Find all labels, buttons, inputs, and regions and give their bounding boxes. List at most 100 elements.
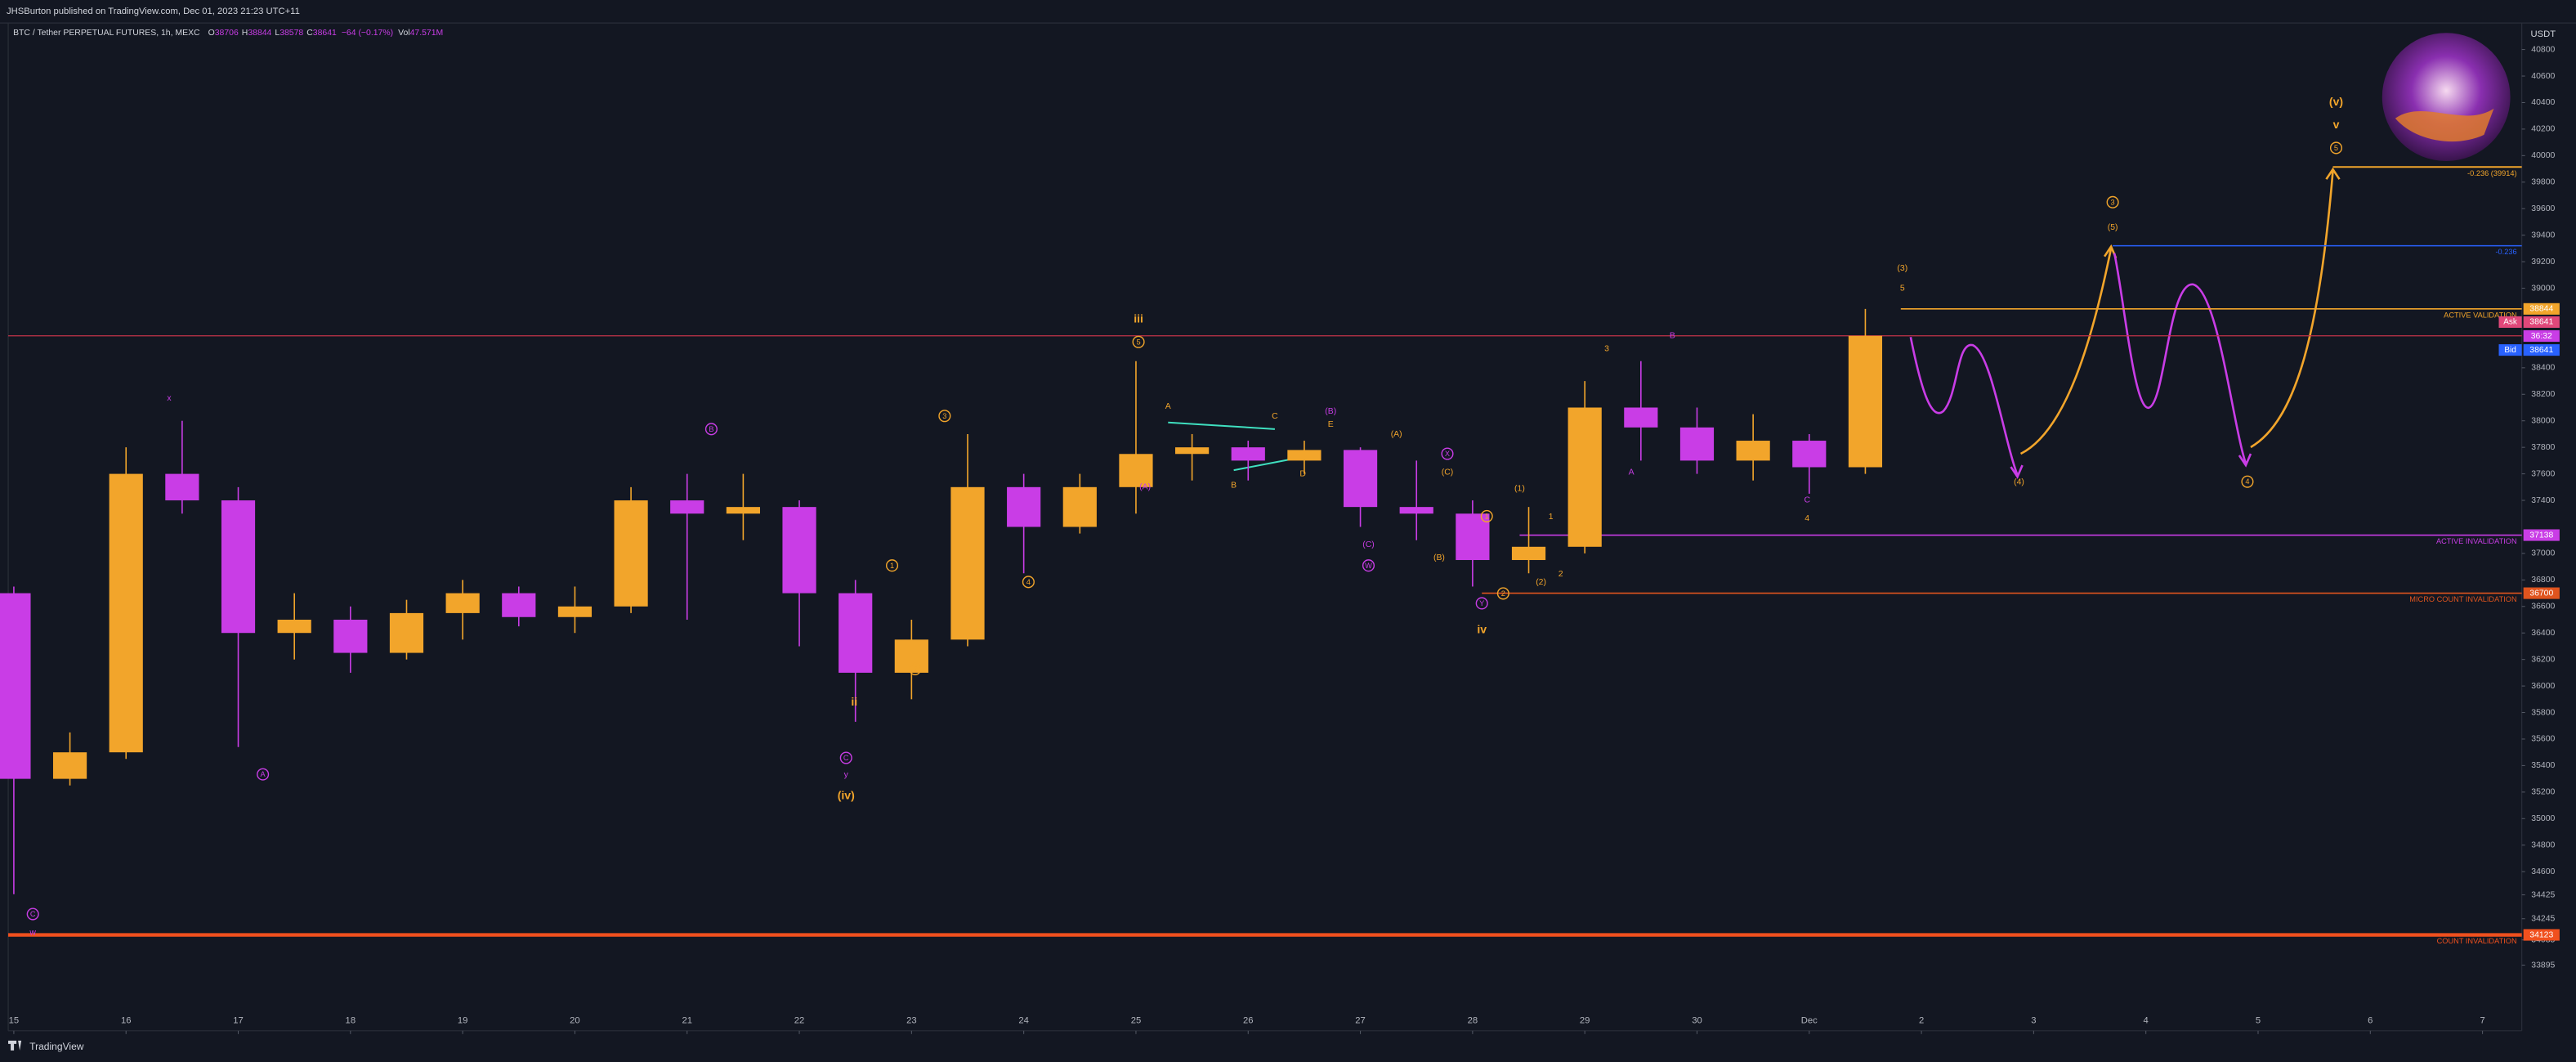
projection-path <box>1909 336 2019 476</box>
price-tag-label: 34123 <box>2529 930 2553 939</box>
wave-label: (C) <box>1362 540 1374 549</box>
y-tick-label: 38400 <box>2531 364 2555 373</box>
wave-label: 1 <box>1485 512 1489 520</box>
y-tick-label: 34245 <box>2531 915 2555 924</box>
y-tick-label: 35400 <box>2531 761 2555 770</box>
y-tick-label: 36400 <box>2531 629 2555 638</box>
candle-body <box>1568 407 1602 547</box>
arrowhead <box>2010 464 2024 479</box>
publisher: JHSBurton published on TradingView.com, … <box>7 7 300 16</box>
volume: 47.571M <box>410 29 444 38</box>
candle-body <box>165 473 199 501</box>
x-tick-label: 27 <box>1355 1016 1366 1026</box>
candle-body <box>1343 450 1378 508</box>
wave-circle <box>938 410 951 423</box>
candle-body <box>894 639 928 673</box>
candle-body <box>389 612 424 653</box>
level-label: ACTIVE VALIDATION <box>2444 311 2516 319</box>
wave-label: C <box>1272 412 1278 421</box>
wave-label: 4 <box>1026 578 1031 586</box>
wave-label: iii <box>1134 311 1143 325</box>
y-tick-label: 36200 <box>2531 655 2555 664</box>
candle-body <box>557 606 593 617</box>
candle-body <box>1287 450 1322 461</box>
wave-label: A <box>1629 468 1635 477</box>
level-label: COUNT INVALIDATION <box>2437 937 2517 945</box>
wave-label: (B) <box>1433 553 1445 562</box>
avatar <box>2381 33 2511 162</box>
x-tick-label: Dec <box>1801 1016 1818 1026</box>
change: −64 (−0.17%) <box>342 29 393 38</box>
ohlc-value: 38578 <box>280 29 303 38</box>
wave-circle <box>704 423 718 436</box>
candle-body <box>277 620 311 634</box>
wave-label: B <box>1670 332 1675 341</box>
price-tag <box>2523 587 2560 599</box>
candle-body <box>445 593 480 613</box>
candle-body <box>1062 486 1097 527</box>
y-tick-label: 40200 <box>2531 125 2555 134</box>
y-tick-label: 40400 <box>2531 98 2555 107</box>
y-tick-label: 35600 <box>2531 735 2555 744</box>
wave-label: x <box>167 394 172 403</box>
wave-circle <box>2106 195 2119 208</box>
candle-body <box>1848 335 1883 468</box>
candle-body <box>726 507 760 514</box>
x-tick-label: 17 <box>233 1016 244 1026</box>
wave-label: X <box>1445 450 1450 458</box>
wave-label: (5) <box>2108 223 2118 232</box>
x-tick-label: 25 <box>1131 1016 1142 1026</box>
x-tick-label: 7 <box>2480 1016 2484 1026</box>
x-tick-label: 24 <box>1018 1016 1029 1026</box>
candle-body <box>670 500 704 514</box>
y-tick-label: 39000 <box>2531 284 2555 293</box>
wave-circle <box>1362 559 1375 572</box>
wave-label: A <box>1165 402 1171 411</box>
projection <box>1909 167 2341 479</box>
candle-body <box>1736 441 1770 461</box>
wave-label: (B) <box>1325 407 1336 416</box>
y-tick-label: 35200 <box>2531 788 2555 797</box>
y-tick-label: 35800 <box>2531 708 2555 717</box>
wave-label: iv <box>1477 622 1487 635</box>
x-tick-label: 2 <box>1919 1016 1924 1026</box>
projection-path <box>2019 248 2113 455</box>
arrowhead <box>2238 453 2252 468</box>
wave-label: (v) <box>2329 95 2343 108</box>
candle-body <box>1399 507 1433 514</box>
wave-label: W <box>1365 562 1372 570</box>
x-tick-label: 19 <box>458 1016 468 1026</box>
symbol-legend: BTC / Tether PERPETUAL FUTURES, 1h, MEXC… <box>13 29 443 38</box>
avatar-detail <box>2395 108 2494 142</box>
x-tick-label: 22 <box>794 1016 805 1026</box>
price-tag-name: Bid <box>2504 346 2516 355</box>
projection-path <box>2113 253 2247 464</box>
trendline <box>1168 421 1275 430</box>
candle-body <box>333 620 368 653</box>
price-tag-label: 36700 <box>2529 589 2553 598</box>
currency: USDT <box>2530 29 2556 39</box>
candle-body <box>1231 447 1265 461</box>
y-tick-label: 33895 <box>2531 961 2555 970</box>
wave-label: 4 <box>1805 514 1809 523</box>
x-tick-label: 6 <box>2368 1016 2373 1026</box>
ohlc-label: C <box>306 29 313 38</box>
candle-body <box>1624 407 1658 428</box>
wave-label: 5 <box>2334 144 2338 152</box>
wave-label: 5 <box>1137 338 1141 346</box>
wave-circle <box>839 751 852 764</box>
x-tick-label: 28 <box>1468 1016 1478 1026</box>
candle-body <box>0 593 31 779</box>
price-tag-label: 37138 <box>2529 531 2553 540</box>
x-tick-label: 18 <box>346 1016 356 1026</box>
wave-label: Y <box>1479 599 1484 607</box>
ohlc-label: O <box>208 29 215 38</box>
level-label: -0.236 <box>2495 248 2516 256</box>
y-tick-label: 39600 <box>2531 204 2555 213</box>
wave-circle <box>1441 447 1454 460</box>
arrowhead <box>2325 167 2341 180</box>
level-label: -0.236 (39914) <box>2467 169 2517 177</box>
wave-label: C <box>843 754 849 762</box>
y-tick-label: 38200 <box>2531 390 2555 399</box>
